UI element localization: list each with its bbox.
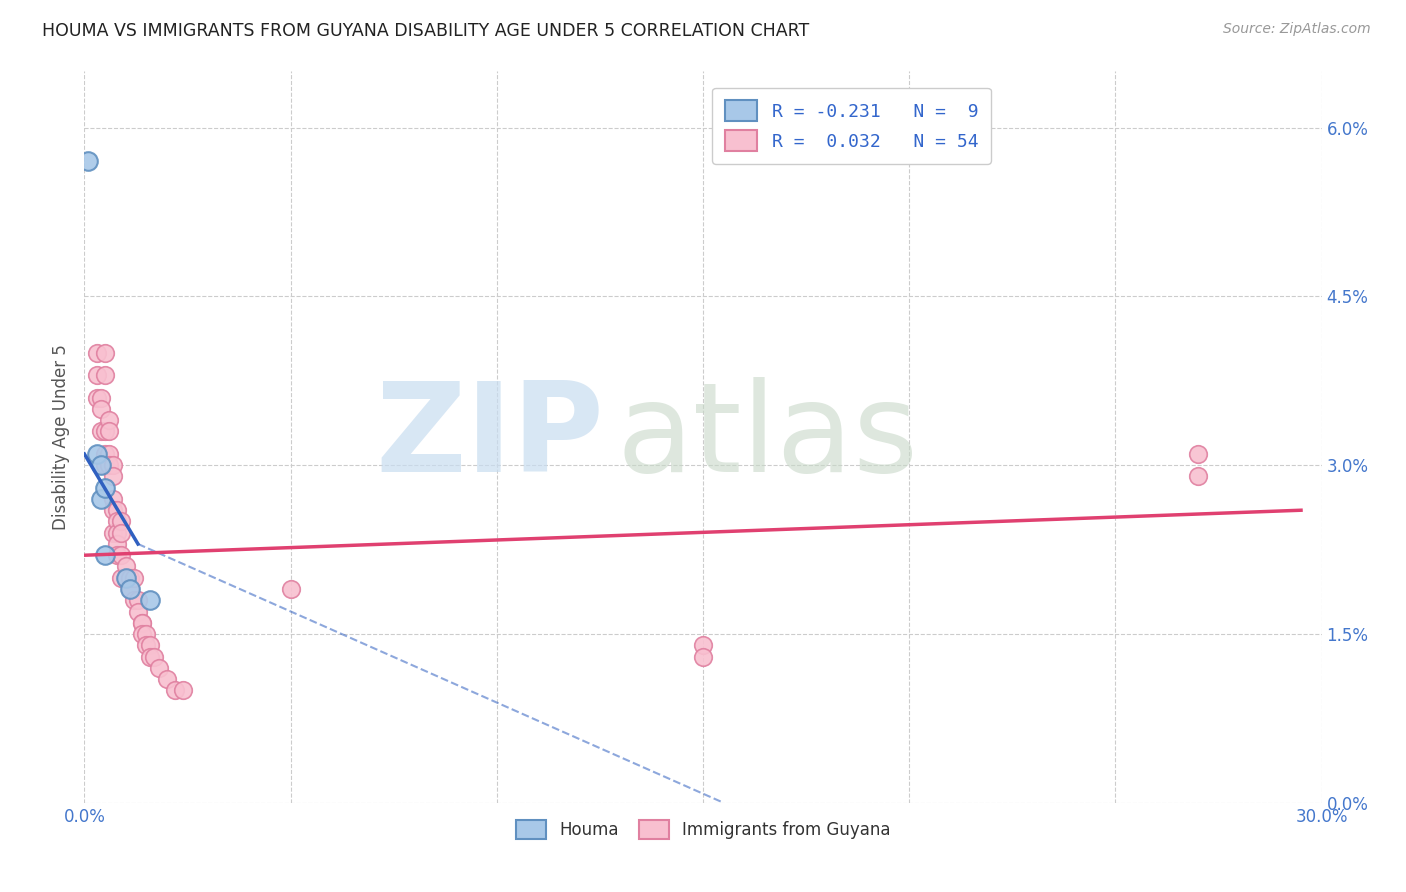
Point — [156, 672, 179, 686]
Point — [94, 345, 117, 359]
Point — [94, 481, 117, 495]
Point — [98, 413, 121, 427]
Point — [103, 525, 125, 540]
Point — [103, 458, 125, 473]
Point — [110, 515, 132, 529]
Point — [103, 503, 125, 517]
Text: ZIP: ZIP — [375, 376, 605, 498]
Point — [139, 649, 162, 664]
Point — [122, 593, 145, 607]
Point — [90, 491, 112, 506]
Point — [86, 345, 108, 359]
Point — [103, 469, 125, 483]
Point — [90, 458, 112, 473]
Point — [148, 661, 170, 675]
Point — [118, 582, 141, 596]
Point — [139, 638, 162, 652]
Point — [127, 605, 149, 619]
Point — [105, 537, 128, 551]
Point — [165, 683, 187, 698]
Point — [280, 582, 302, 596]
Point — [94, 425, 117, 439]
Point — [110, 548, 132, 562]
Point — [94, 368, 117, 383]
Point — [77, 154, 100, 169]
Legend: Houma, Immigrants from Guyana: Houma, Immigrants from Guyana — [509, 814, 897, 846]
Point — [131, 615, 153, 630]
Text: atlas: atlas — [616, 376, 918, 498]
Point — [114, 571, 136, 585]
Point — [86, 391, 108, 405]
Point — [1187, 469, 1209, 483]
Point — [1187, 447, 1209, 461]
Point — [131, 627, 153, 641]
Point — [122, 571, 145, 585]
Point — [135, 627, 157, 641]
Point — [105, 515, 128, 529]
Point — [692, 649, 714, 664]
Point — [90, 391, 112, 405]
Point — [131, 615, 153, 630]
Point — [114, 559, 136, 574]
Point — [105, 525, 128, 540]
Point — [98, 458, 121, 473]
Point — [114, 571, 136, 585]
Point — [105, 503, 128, 517]
Point — [94, 548, 117, 562]
Point — [103, 491, 125, 506]
Point — [98, 447, 121, 461]
Point — [94, 447, 117, 461]
Text: Source: ZipAtlas.com: Source: ZipAtlas.com — [1223, 22, 1371, 37]
Point — [692, 638, 714, 652]
Point — [110, 525, 132, 540]
Point — [98, 425, 121, 439]
Point — [105, 548, 128, 562]
Text: HOUMA VS IMMIGRANTS FROM GUYANA DISABILITY AGE UNDER 5 CORRELATION CHART: HOUMA VS IMMIGRANTS FROM GUYANA DISABILI… — [42, 22, 810, 40]
Point — [86, 447, 108, 461]
Point — [118, 582, 141, 596]
Y-axis label: Disability Age Under 5: Disability Age Under 5 — [52, 344, 70, 530]
Point — [86, 368, 108, 383]
Point — [90, 425, 112, 439]
Point — [135, 638, 157, 652]
Point — [127, 593, 149, 607]
Point — [94, 458, 117, 473]
Point — [118, 571, 141, 585]
Point — [90, 401, 112, 416]
Point — [110, 571, 132, 585]
Point — [143, 649, 166, 664]
Point — [139, 593, 162, 607]
Point — [172, 683, 194, 698]
